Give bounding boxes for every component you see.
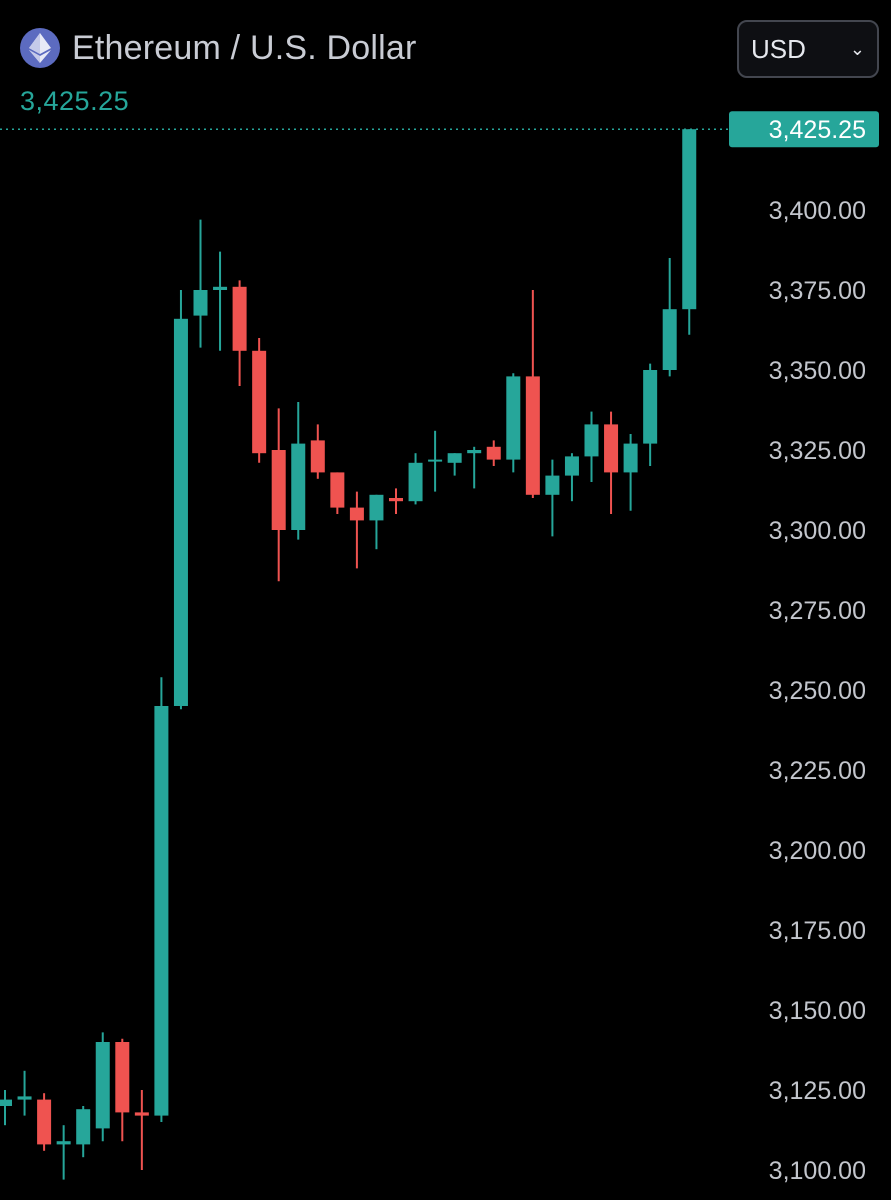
currency-select[interactable]: USD ⌄ (737, 20, 879, 78)
candle[interactable] (545, 459, 560, 537)
candle-body (271, 450, 286, 530)
candle-body (17, 1096, 32, 1100)
candle-body (252, 350, 267, 454)
candle[interactable] (564, 453, 579, 502)
y-tick-label: 3,175.00 (769, 917, 866, 945)
candle[interactable] (17, 1070, 32, 1116)
last-price-tag: 3,425.25 (729, 111, 879, 148)
y-tick-label: 3,225.00 (769, 757, 866, 785)
candle-body (95, 1042, 110, 1129)
candle-body (447, 453, 462, 463)
candle[interactable] (506, 373, 521, 473)
y-tick-label: 3,250.00 (769, 677, 866, 705)
y-tick-label: 3,350.00 (769, 357, 866, 385)
candle[interactable] (584, 411, 599, 482)
currency-value: USD (751, 33, 806, 64)
candle-body (37, 1099, 52, 1145)
candle-body (154, 706, 169, 1116)
candle-body (662, 309, 677, 370)
candle[interactable] (291, 402, 306, 540)
candle-body (291, 443, 306, 530)
candle[interactable] (349, 491, 364, 569)
y-tick-label: 3,300.00 (769, 517, 866, 545)
candle-body (0, 1099, 12, 1106)
candle[interactable] (662, 258, 677, 377)
chevron-down-icon: ⌄ (849, 38, 865, 59)
candle[interactable] (213, 251, 228, 351)
y-tick-label: 3,125.00 (769, 1077, 866, 1105)
candle-body (486, 446, 501, 460)
candle[interactable] (154, 677, 169, 1122)
candle-body (389, 498, 403, 502)
candle-body (115, 1042, 130, 1113)
last-price: 3,425.25 (20, 86, 130, 116)
last-price-tag-bg (729, 111, 879, 148)
y-tick-label: 3,375.00 (769, 277, 866, 305)
candle-body (428, 459, 443, 462)
candle[interactable] (525, 290, 540, 498)
candle-body (134, 1112, 149, 1116)
candle[interactable] (115, 1038, 130, 1142)
candle-body (193, 290, 208, 316)
candle-body (369, 494, 384, 521)
candle-body (408, 462, 423, 502)
candle-body (213, 286, 228, 290)
candle-body (584, 424, 599, 457)
candle[interactable] (193, 219, 208, 348)
candle[interactable] (604, 411, 619, 514)
candle-body (604, 424, 619, 473)
candle-body (310, 440, 325, 473)
candle[interactable] (134, 1090, 149, 1170)
candle[interactable] (447, 453, 462, 476)
y-tick-label: 3,150.00 (769, 997, 866, 1025)
pair-title: Ethereum / U.S. Dollar (72, 28, 417, 67)
candle-body (349, 507, 364, 521)
candle-body (682, 129, 697, 310)
y-tick-label: 3,275.00 (769, 597, 866, 625)
candle[interactable] (389, 488, 403, 514)
candle[interactable] (467, 446, 482, 489)
candle[interactable] (643, 363, 658, 466)
candle-body (56, 1141, 71, 1145)
candle[interactable] (173, 290, 188, 710)
candle[interactable] (428, 430, 443, 492)
chart-header: Ethereum / U.S. Dollar (20, 28, 417, 68)
candle-body (232, 286, 247, 351)
candle-body (506, 376, 521, 460)
candle[interactable] (232, 280, 247, 386)
candle[interactable] (623, 434, 638, 511)
candle[interactable] (330, 472, 345, 514)
candle[interactable] (408, 453, 423, 505)
candle[interactable] (76, 1106, 91, 1158)
candle[interactable] (252, 338, 267, 463)
candle[interactable] (310, 424, 325, 479)
candle-body (525, 376, 540, 495)
last-price-tag-label: 3,425.25 (769, 116, 866, 144)
candle-body (330, 472, 345, 508)
candle-body (643, 370, 658, 444)
candle[interactable] (56, 1125, 71, 1180)
candle[interactable] (37, 1093, 52, 1151)
candle-body (173, 318, 188, 706)
candle-body (564, 456, 579, 476)
candle-body (623, 443, 638, 473)
y-tick-label: 3,100.00 (769, 1157, 866, 1185)
candle[interactable] (95, 1032, 110, 1142)
candle[interactable] (369, 494, 384, 550)
y-tick-label: 3,200.00 (769, 837, 866, 865)
candle[interactable] (486, 440, 501, 466)
candle[interactable] (271, 408, 286, 582)
candle-body (545, 475, 560, 495)
candle-body (76, 1109, 91, 1145)
ethereum-icon (20, 28, 60, 68)
candle[interactable] (0, 1090, 12, 1126)
y-tick-label: 3,325.00 (769, 437, 866, 465)
candle[interactable] (682, 129, 697, 335)
candle-body (467, 450, 482, 454)
y-tick-label: 3,400.00 (769, 197, 866, 225)
